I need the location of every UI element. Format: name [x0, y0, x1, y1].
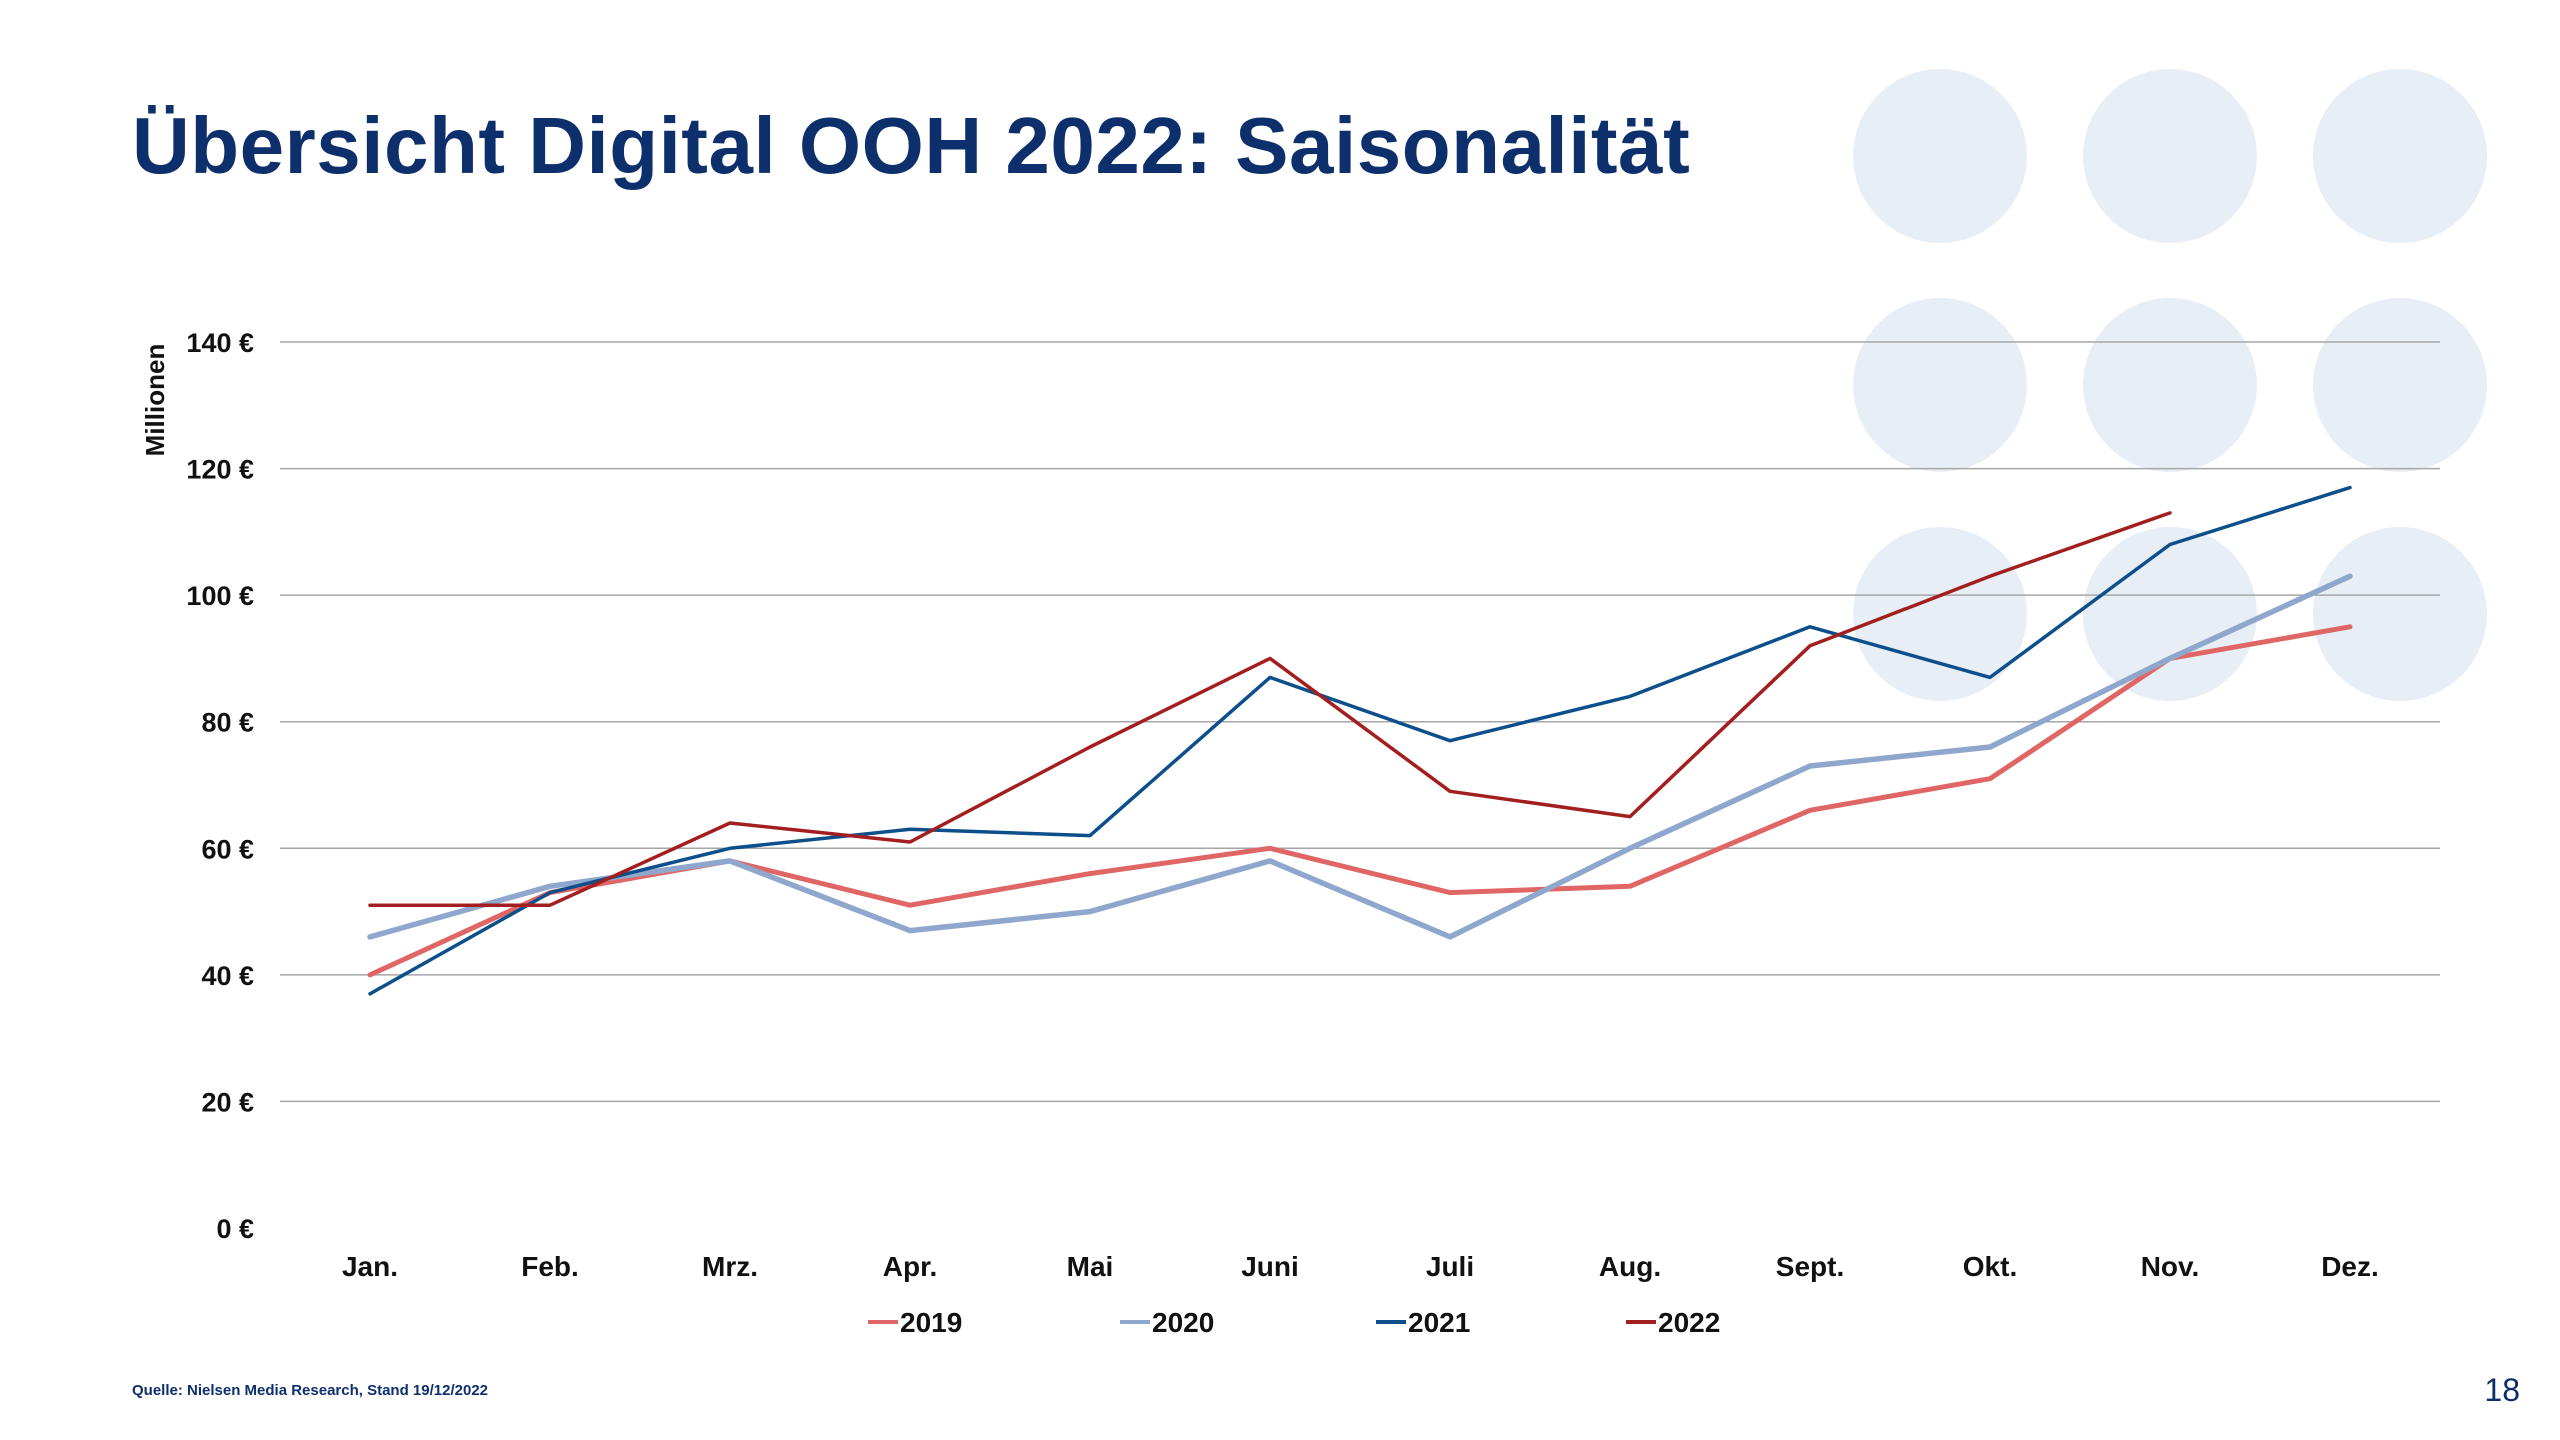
decor-circle — [2313, 69, 2487, 243]
decor-circle — [2313, 298, 2487, 472]
x-axis-ticks: Jan. Feb. Mrz. Apr. Mai Juni Juli Aug. Sept. Okt.… — [342, 1251, 2379, 1282]
x-tick-label: Sept. — [1776, 1251, 1844, 1282]
decor-circle — [1853, 298, 2027, 472]
decor-circle — [2083, 69, 2257, 243]
x-tick-label: Okt. — [1963, 1251, 2017, 1282]
y-tick-label: 120 € — [186, 455, 254, 485]
gridlines — [280, 341, 2440, 1103]
y-tick-label: 100 € — [186, 581, 254, 611]
x-tick-label: Mai — [1067, 1251, 1114, 1282]
y-tick-label: 40 € — [201, 961, 254, 991]
y-tick-label: 140 € — [186, 328, 254, 358]
legend-label-2020: 2020 — [1152, 1307, 1214, 1338]
source-note: Quelle: Nielsen Media Research, Stand 19… — [132, 1382, 489, 1399]
y-tick-label: 0 € — [216, 1214, 254, 1244]
page-title: Übersicht Digital OOH 2022: Saisonalität — [132, 101, 1691, 190]
legend: 2019 2020 2021 2022 — [868, 1307, 1720, 1338]
y-tick-label: 80 € — [201, 708, 254, 738]
y-axis-ticks: 0 € 20 € 40 € 60 € 80 € 100 € 120 € 140 € — [186, 328, 254, 1244]
legend-label-2021: 2021 — [1408, 1307, 1470, 1338]
series-lines — [367, 485, 2353, 996]
series-line-2020 — [367, 573, 2353, 940]
x-tick-label: Nov. — [2141, 1251, 2200, 1282]
x-tick-label: Mrz. — [702, 1251, 758, 1282]
x-tick-label: Juni — [1241, 1251, 1299, 1282]
y-tick-label: 60 € — [201, 834, 254, 864]
x-tick-label: Juli — [1426, 1251, 1474, 1282]
decor-circle — [2083, 298, 2257, 472]
decorative-circles — [1853, 69, 2487, 701]
series-line-2019 — [367, 624, 2353, 978]
decor-circle — [2083, 527, 2257, 701]
legend-label-2019: 2019 — [900, 1307, 962, 1338]
page-number: 18 — [2484, 1372, 2520, 1408]
x-tick-label: Jan. — [342, 1251, 398, 1282]
series-line-2021 — [368, 485, 2352, 996]
x-tick-label: Apr. — [883, 1251, 937, 1282]
x-tick-label: Feb. — [521, 1251, 579, 1282]
x-tick-label: Dez. — [2321, 1251, 2379, 1282]
decor-circle — [2313, 527, 2487, 701]
x-tick-label: Aug. — [1599, 1251, 1661, 1282]
decor-circle — [1853, 69, 2027, 243]
legend-label-2022: 2022 — [1658, 1307, 1720, 1338]
y-axis-label: Millionen — [140, 344, 170, 457]
y-tick-label: 20 € — [201, 1087, 254, 1117]
decor-circle — [1853, 527, 2027, 701]
series-line-2022 — [368, 511, 2172, 907]
